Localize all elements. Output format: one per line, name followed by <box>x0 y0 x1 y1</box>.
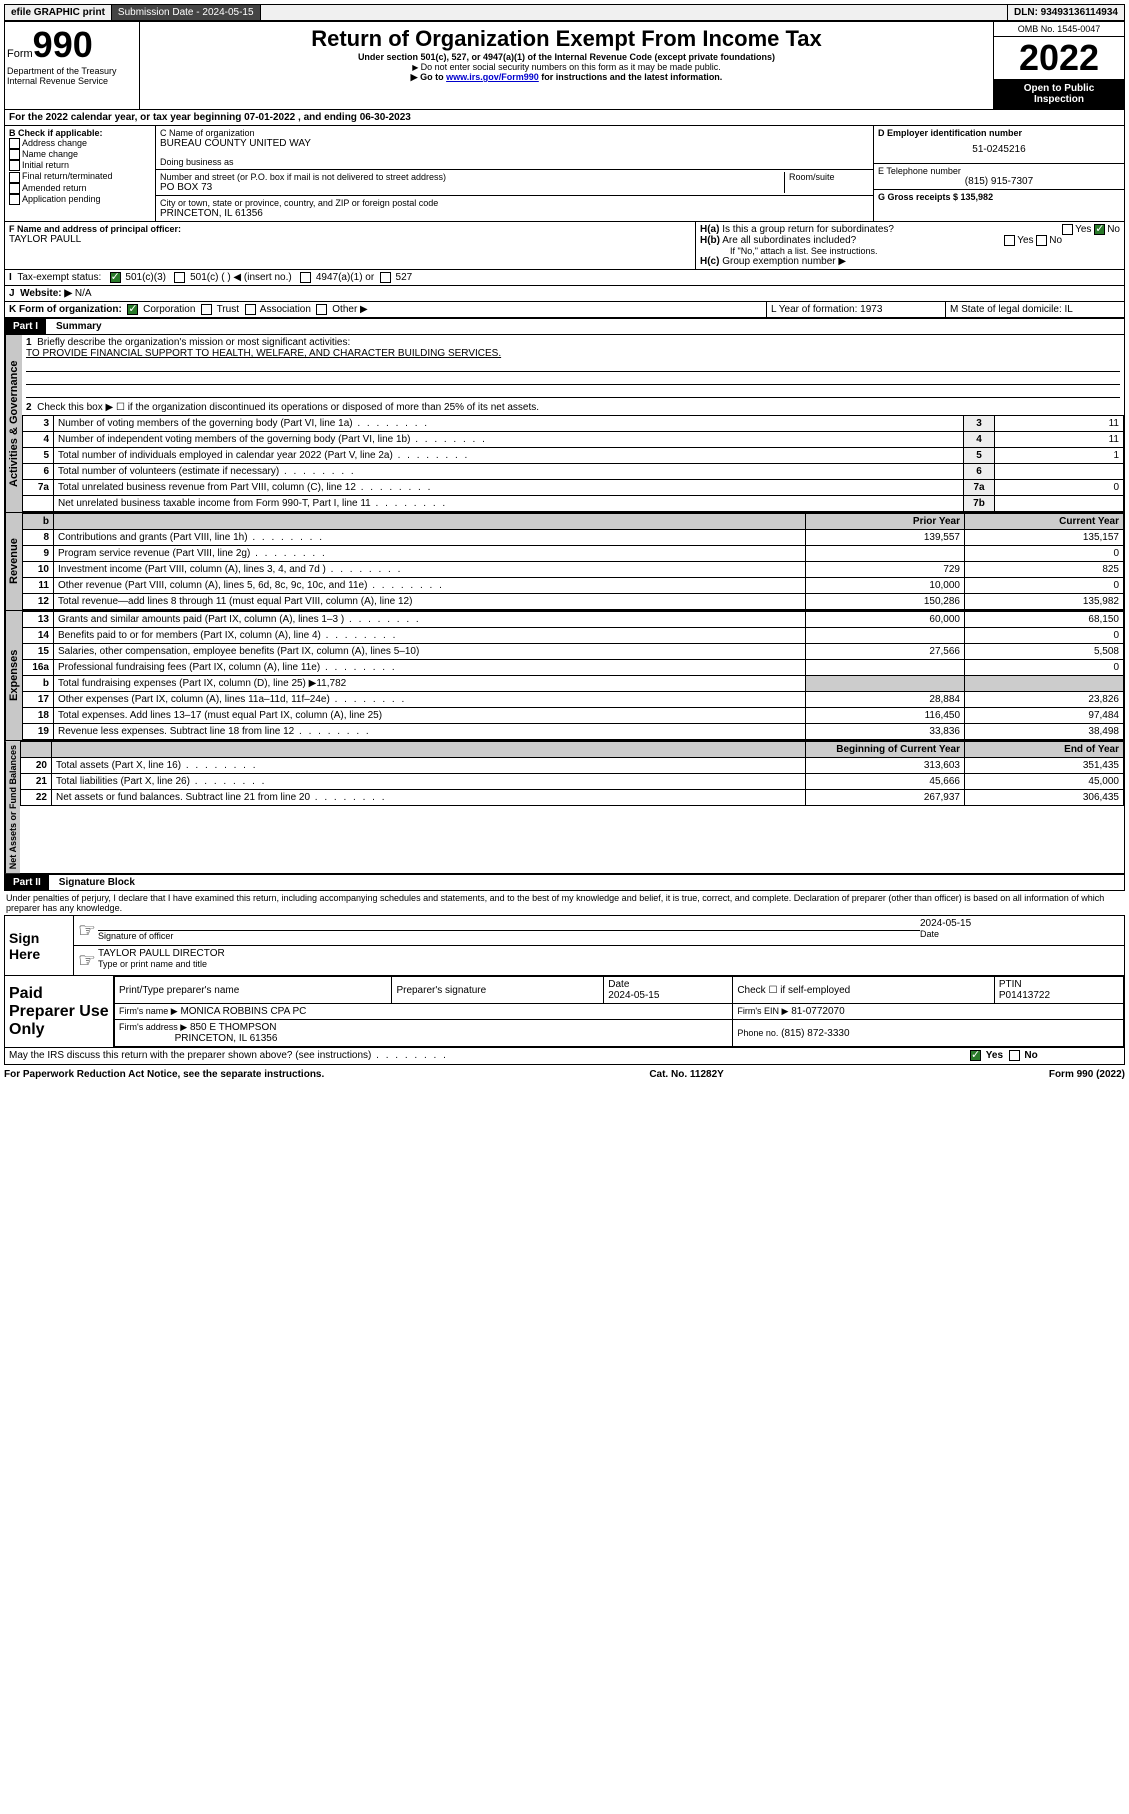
street: PO BOX 73 <box>160 182 784 193</box>
paid-preparer: Paid Preparer Use Only Print/Type prepar… <box>4 976 1125 1048</box>
main-title: Return of Organization Exempt From Incom… <box>144 26 989 52</box>
na-label: Net Assets or Fund Balances <box>5 741 20 873</box>
note-ssn: Do not enter social security numbers on … <box>144 62 989 72</box>
omb: OMB No. 1545-0047 <box>994 22 1124 37</box>
line-m: M State of legal domicile: IL <box>946 302 1124 317</box>
gov-table: 3Number of voting members of the governi… <box>22 415 1124 512</box>
chk-527[interactable] <box>380 272 391 283</box>
identity-block: B Check if applicable: Address change Na… <box>4 126 1125 222</box>
rev-table: bPrior YearCurrent Year 8Contributions a… <box>22 513 1124 610</box>
part1-header: Part I Summary <box>4 318 1125 335</box>
dept-treasury: Department of the Treasury <box>7 66 137 76</box>
chk-4947[interactable] <box>300 272 311 283</box>
form-header: Form990 Department of the Treasury Inter… <box>4 21 1125 110</box>
discuss-no[interactable] <box>1009 1050 1020 1061</box>
tax-year: 2022 <box>994 37 1124 79</box>
gov-label: Activities & Governance <box>5 335 22 512</box>
penalties: Under penalties of perjury, I declare th… <box>4 891 1125 915</box>
gross-receipts: G Gross receipts $ 135,982 <box>878 192 993 202</box>
dln: DLN: 93493136114934 <box>1007 5 1124 20</box>
section-h: H(a) Is this a group return for subordin… <box>696 222 1124 269</box>
line-a: For the 2022 calendar year, or tax year … <box>5 110 415 125</box>
org-name: BUREAU COUNTY UNITED WAY <box>160 138 869 149</box>
open-inspection: Open to Public Inspection <box>994 79 1124 109</box>
hb-yes[interactable] <box>1004 235 1015 246</box>
city: PRINCETON, IL 61356 <box>160 208 869 219</box>
exp-label: Expenses <box>5 611 22 740</box>
part2-header: Part II Signature Block <box>4 874 1125 891</box>
form-prefix: Form <box>7 48 33 60</box>
section-c: C Name of organization BUREAU COUNTY UNI… <box>156 126 874 221</box>
officer: TAYLOR PAULL <box>9 234 691 245</box>
chk-trust[interactable] <box>201 304 212 315</box>
chk-other[interactable] <box>316 304 327 315</box>
chk-501c[interactable] <box>174 272 185 283</box>
chk-assoc[interactable] <box>245 304 256 315</box>
line-k: K Form of organization: Corporation Trus… <box>5 302 767 317</box>
line-i: I Tax-exempt status: 501(c)(3) 501(c) ( … <box>5 270 1124 285</box>
line-l: L Year of formation: 1973 <box>767 302 946 317</box>
rev-label: Revenue <box>5 513 22 610</box>
na-table: Beginning of Current YearEnd of Year 20T… <box>20 741 1124 806</box>
submission-date: Submission Date - 2024-05-15 <box>112 5 261 20</box>
footer: For Paperwork Reduction Act Notice, see … <box>4 1065 1125 1080</box>
chk-address-change[interactable] <box>9 138 20 149</box>
mission: TO PROVIDE FINANCIAL SUPPORT TO HEALTH, … <box>26 348 501 359</box>
ein: 51-0245216 <box>878 138 1120 161</box>
chk-corp[interactable] <box>127 304 138 315</box>
irs-link[interactable]: www.irs.gov/Form990 <box>446 72 539 82</box>
chk-initial[interactable] <box>9 160 20 171</box>
chk-pending[interactable] <box>9 194 20 205</box>
section-b: B Check if applicable: Address change Na… <box>5 126 156 221</box>
subtitle: Under section 501(c), 527, or 4947(a)(1)… <box>144 52 989 62</box>
discuss-yes[interactable] <box>970 1050 981 1061</box>
chk-final[interactable] <box>9 172 20 183</box>
section-deg: D Employer identification number 51-0245… <box>874 126 1124 221</box>
sign-block: Sign Here ☞ Signature of officer 2024-05… <box>4 915 1125 976</box>
exp-table: 13Grants and similar amounts paid (Part … <box>22 611 1124 740</box>
chk-501c3[interactable] <box>110 272 121 283</box>
form-number: 990 <box>33 24 93 65</box>
line-j: J Website: ▶ N/A <box>5 286 1124 301</box>
chk-name-change[interactable] <box>9 149 20 160</box>
section-f: F Name and address of principal officer:… <box>5 222 696 269</box>
irs: Internal Revenue Service <box>7 76 137 86</box>
phone: (815) 915-7307 <box>878 176 1120 187</box>
ha-yes[interactable] <box>1062 224 1073 235</box>
discuss: May the IRS discuss this return with the… <box>5 1048 966 1063</box>
chk-amended[interactable] <box>9 183 20 194</box>
top-bar: efile GRAPHIC print Submission Date - 20… <box>4 4 1125 21</box>
note-goto: ▶ Go to www.irs.gov/Form990 for instruct… <box>144 72 989 83</box>
ha-no[interactable] <box>1094 224 1105 235</box>
efile-label: efile GRAPHIC print <box>5 5 112 20</box>
hb-no[interactable] <box>1036 235 1047 246</box>
